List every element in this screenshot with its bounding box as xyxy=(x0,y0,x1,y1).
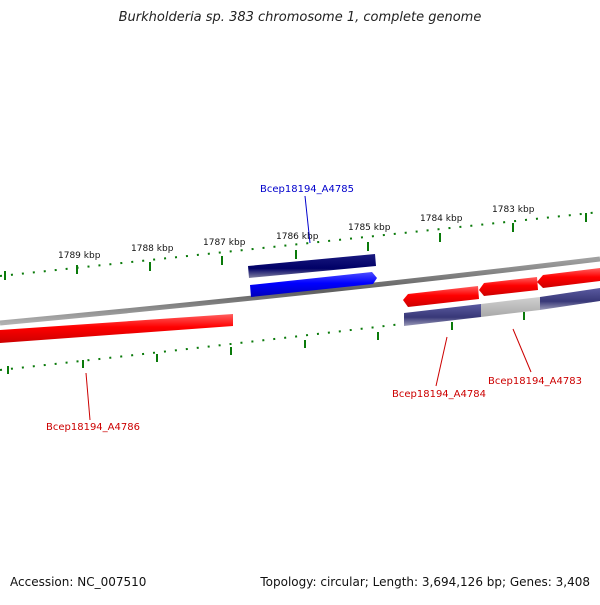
cds-band-reverse-2 xyxy=(481,297,540,317)
gene-label-a4783[interactable]: Bcep18194_A4783 xyxy=(488,376,582,387)
gene-bcep18194-a4783[interactable] xyxy=(479,277,538,296)
gene-label-a4784[interactable]: Bcep18194_A4784 xyxy=(392,389,486,400)
genome-backbone xyxy=(0,256,600,326)
label-leader-a4783 xyxy=(512,328,532,373)
gene-bcep18194-a4784[interactable] xyxy=(403,286,479,307)
gene-right-edge[interactable] xyxy=(537,268,600,288)
gene-bcep18194-a4785[interactable] xyxy=(250,272,377,297)
gene-bcep18194-a4786[interactable] xyxy=(0,314,233,343)
cds-band-reverse-1 xyxy=(404,304,481,326)
outer-tick-ring xyxy=(0,211,600,277)
tick-label: 1784 kbp xyxy=(420,214,463,224)
tick-label: 1789 kbp xyxy=(58,251,101,261)
accession-text: Accession: NC_007510 xyxy=(10,575,147,589)
outer-major-ticks xyxy=(4,213,587,280)
tick-label: 1783 kbp xyxy=(492,205,535,215)
cds-band-forward xyxy=(248,254,376,278)
tick-label: 1787 kbp xyxy=(203,238,246,248)
tick-label: 1785 kbp xyxy=(348,223,391,233)
cds-band-reverse-3 xyxy=(540,288,600,310)
tick-label: 1788 kbp xyxy=(131,244,174,254)
tick-label: 1786 kbp xyxy=(276,232,319,242)
genome-summary-text: Topology: circular; Length: 3,694,126 bp… xyxy=(260,575,590,589)
label-leader-a4784 xyxy=(435,336,448,387)
map-title: Burkholderia sp. 383 chromosome 1, compl… xyxy=(118,10,482,25)
label-leader-a4786 xyxy=(85,372,91,421)
label-leader-a4785 xyxy=(304,195,311,244)
inner-major-ticks xyxy=(7,312,525,374)
gene-label-a4786[interactable]: Bcep18194_A4786 xyxy=(46,422,140,433)
gene-label-a4785[interactable]: Bcep18194_A4785 xyxy=(260,184,354,195)
